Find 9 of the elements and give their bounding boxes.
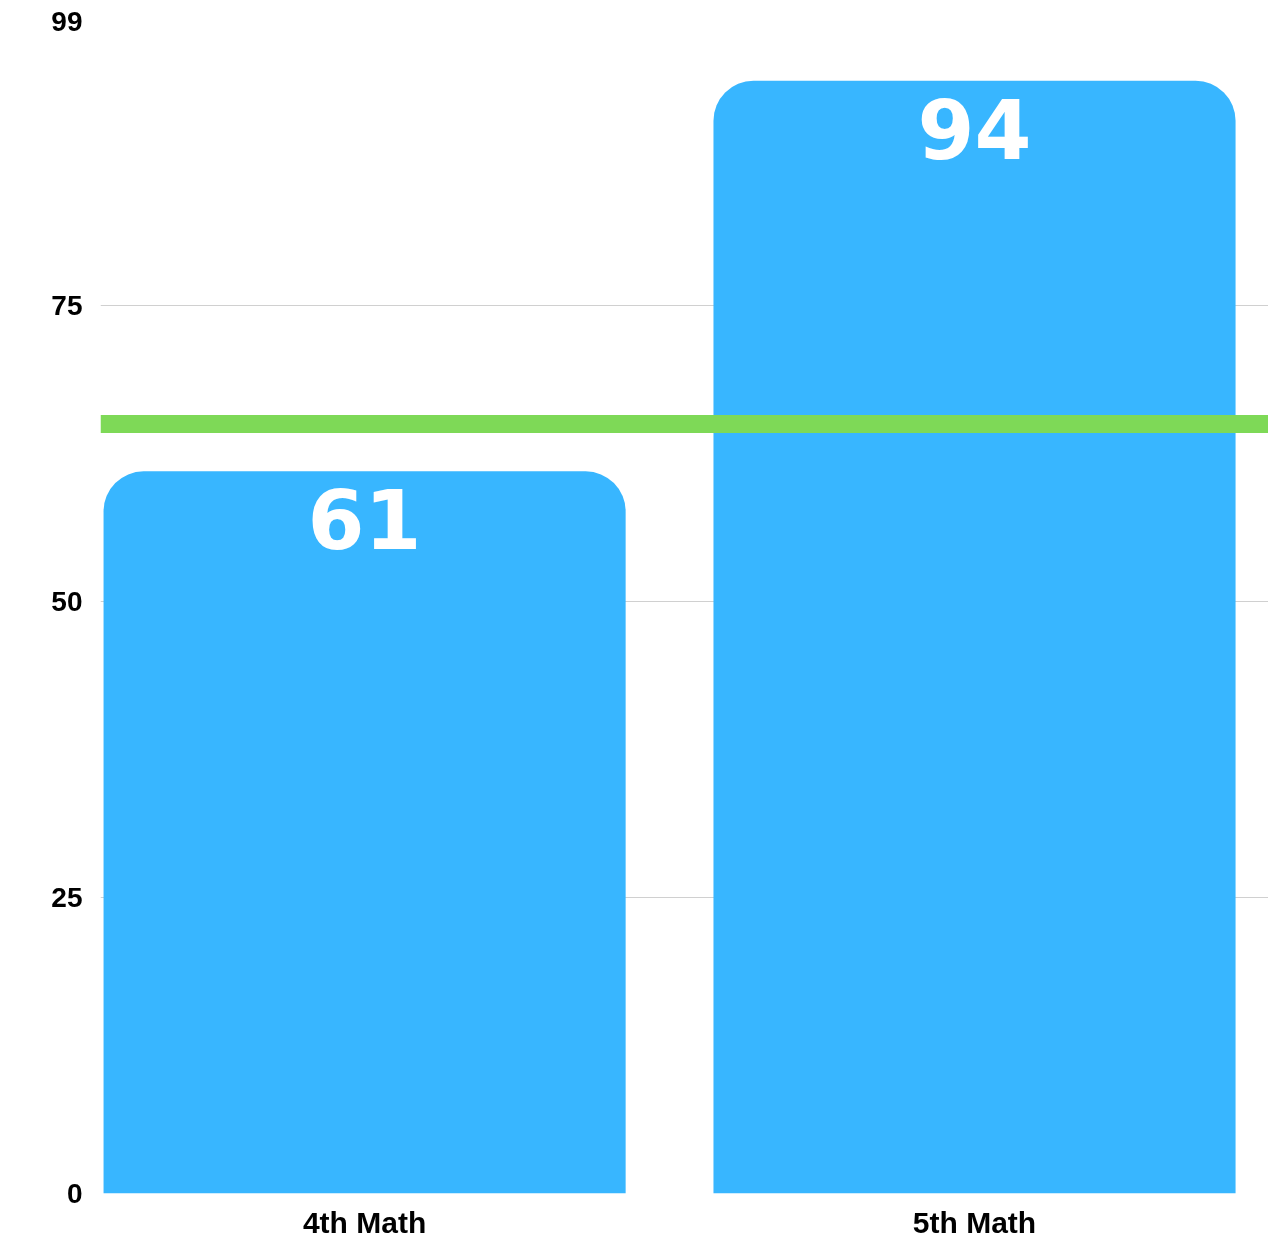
data-label: 94 — [917, 82, 1032, 178]
y-tick-label: 0 — [66, 1178, 83, 1209]
x-tick-label: 5th Math — [912, 1205, 1037, 1239]
y-tick-label: 25 — [51, 882, 83, 914]
x-tick-label: 4th Math — [302, 1205, 427, 1239]
y-tick-label: 50 — [51, 586, 83, 618]
data-label: 61 — [307, 473, 422, 569]
y-tick-label: 75 — [51, 290, 83, 322]
y-tick-label: 99 — [51, 6, 83, 37]
